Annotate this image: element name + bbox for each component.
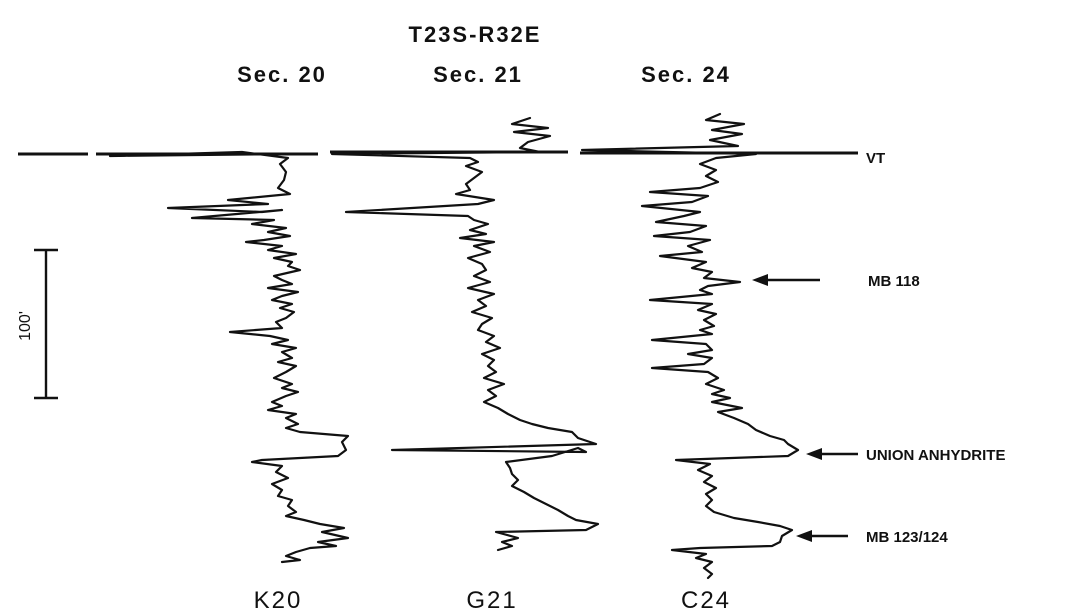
well-label-k20: K20	[254, 587, 303, 614]
marker-arrows	[752, 274, 858, 542]
section-label-24: Sec. 24	[641, 62, 731, 87]
well-label-g21: G21	[466, 587, 517, 614]
marker-vt-label: VT	[866, 150, 885, 167]
section-label-21: Sec. 21	[433, 62, 523, 87]
well-label-c24: C24	[681, 587, 731, 614]
township-label: T23S-R32E	[409, 22, 542, 47]
log-trace-g21	[330, 116, 600, 552]
marker-mb118-label: MB 118	[868, 273, 920, 290]
log-trace-k20	[108, 150, 350, 564]
depth-scale-bar	[34, 248, 58, 400]
depth-scale-label: 100'	[17, 311, 34, 341]
marker-mb123-124-label: MB 123/124	[866, 529, 948, 546]
section-label-20: Sec. 20	[237, 62, 327, 87]
log-trace-c24	[580, 112, 800, 580]
marker-union-anhydrite-label: UNION ANHYDRITE	[866, 447, 1005, 464]
